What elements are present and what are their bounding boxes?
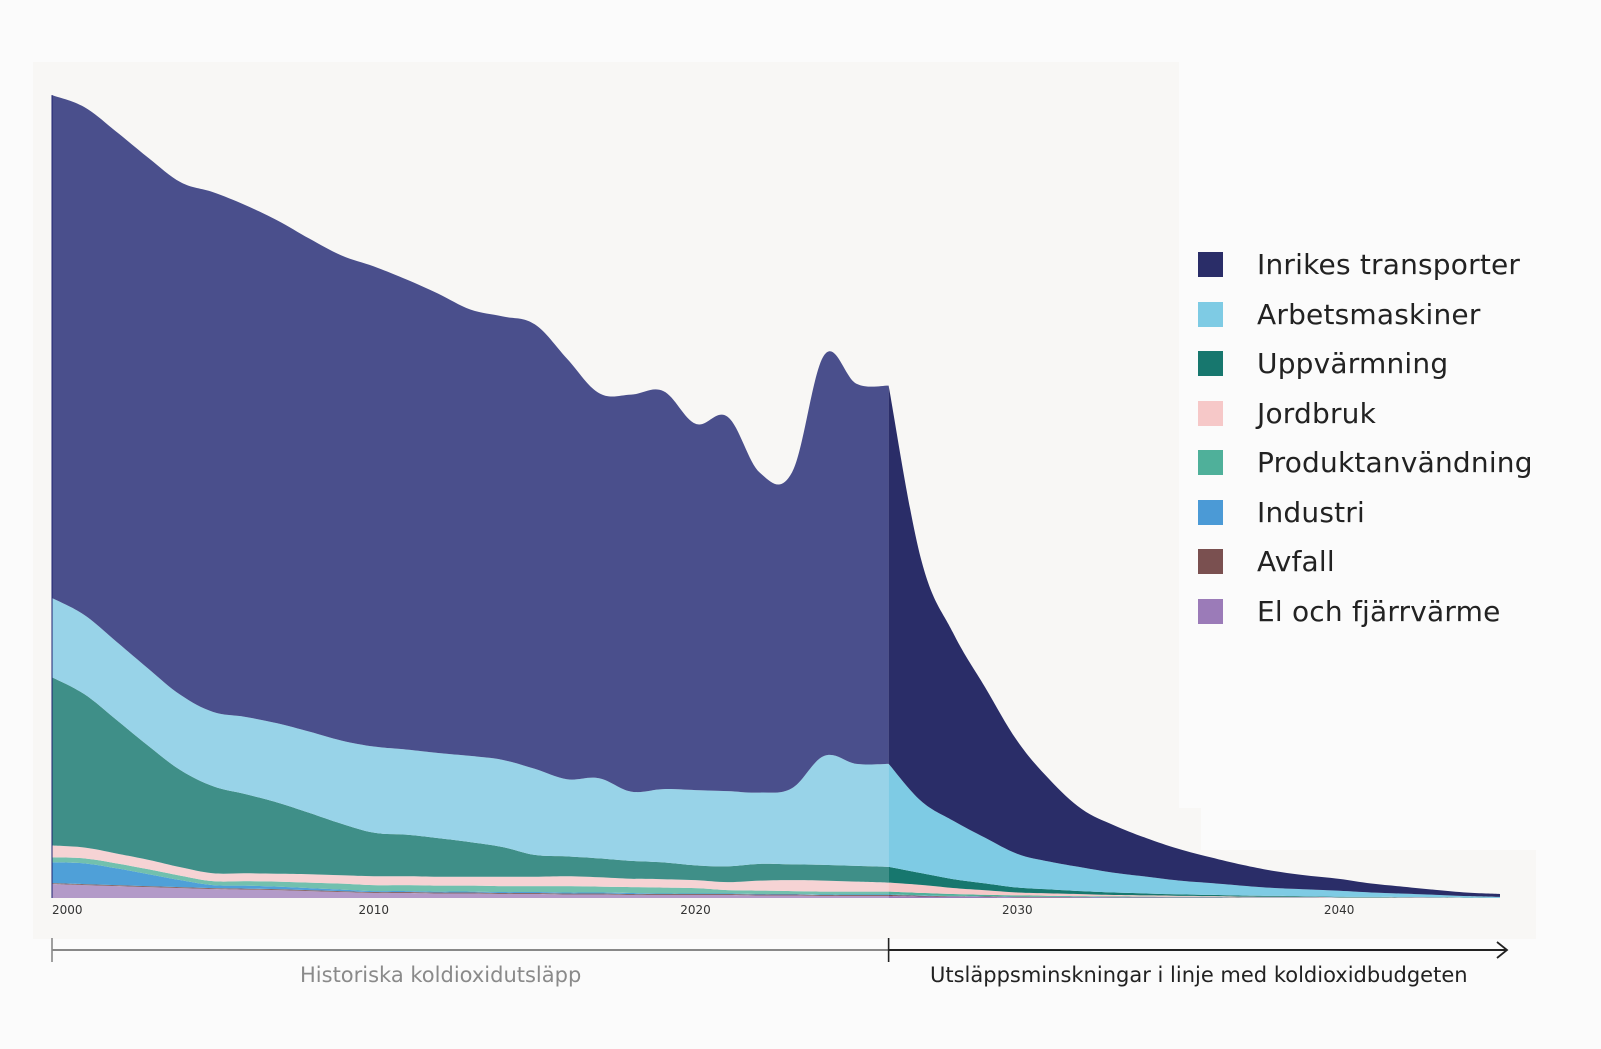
x-tick-label: 2000 xyxy=(52,903,83,917)
area-industri-historical xyxy=(52,862,889,896)
historical-period-label: Historiska koldioxidutsläpp xyxy=(300,963,582,987)
chart-background-panel-step xyxy=(1179,808,1201,850)
legend-label: Inrikes transporter xyxy=(1257,248,1521,282)
area-uppv-rmning-projection xyxy=(888,866,1500,898)
legend-swatch xyxy=(1198,252,1223,278)
historical-areas xyxy=(51,95,889,898)
legend-label: Produktanvändning xyxy=(1257,446,1533,480)
legend-swatch xyxy=(1198,499,1223,525)
legend-item: Jordbruk xyxy=(1198,389,1533,439)
legend-label: Avfall xyxy=(1257,545,1335,579)
legend-item: Uppvärmning xyxy=(1198,339,1533,389)
area-jordbruk-projection xyxy=(888,882,1500,898)
legend-item: Industri xyxy=(1198,488,1533,538)
legend-swatch xyxy=(1198,351,1223,377)
legend-item: Arbetsmaskiner xyxy=(1198,290,1533,340)
projection-areas xyxy=(888,385,1500,898)
legend-swatch xyxy=(1198,450,1223,476)
legend-swatch xyxy=(1198,301,1223,327)
arrow-right-icon xyxy=(1496,941,1509,959)
legend-swatch xyxy=(1198,598,1223,624)
legend-swatch xyxy=(1198,549,1223,575)
area-produktanv-ndning-historical xyxy=(52,857,889,895)
period-timeline xyxy=(51,938,1509,962)
projection-period-label: Utsläppsminskningar i linje med koldioxi… xyxy=(930,963,1468,987)
area-produktanv-ndning-projection xyxy=(888,891,1500,898)
area-arbetsmaskiner-projection xyxy=(888,763,1500,898)
area-jordbruk-historical xyxy=(52,845,889,892)
x-tick-label: 2030 xyxy=(1002,903,1033,917)
legend-label: Uppvärmning xyxy=(1257,347,1449,381)
legend-label: El och fjärrvärme xyxy=(1257,594,1501,628)
legend-item: El och fjärrvärme xyxy=(1198,587,1533,637)
legend-label: Industri xyxy=(1257,495,1365,529)
x-tick-label: 2020 xyxy=(680,903,711,917)
area-inrikes-transporter-historical xyxy=(52,95,889,793)
x-axis-ticks: 2000 2010 2020 2030 2040 xyxy=(52,903,1354,917)
x-tick-label: 2040 xyxy=(1324,903,1355,917)
area-el-och-fj-rrv-rme-projection xyxy=(888,896,1500,898)
area-arbetsmaskiner-historical xyxy=(52,598,889,867)
legend-label: Jordbruk xyxy=(1257,396,1377,430)
legend-label: Arbetsmaskiner xyxy=(1257,297,1481,331)
legend-item: Inrikes transporter xyxy=(1198,240,1533,290)
x-tick-label: 2010 xyxy=(359,903,390,917)
legend-swatch xyxy=(1198,400,1223,426)
area-uppv-rmning-historical xyxy=(52,677,889,883)
legend-item: Produktanvändning xyxy=(1198,438,1533,488)
area-el-och-fj-rrv-rme-historical xyxy=(52,884,889,898)
area-avfall-projection xyxy=(888,895,1500,898)
area-avfall-historical xyxy=(52,883,889,897)
legend-item: Avfall xyxy=(1198,537,1533,587)
legend: Inrikes transporter Arbetsmaskiner Uppvä… xyxy=(1198,240,1533,636)
